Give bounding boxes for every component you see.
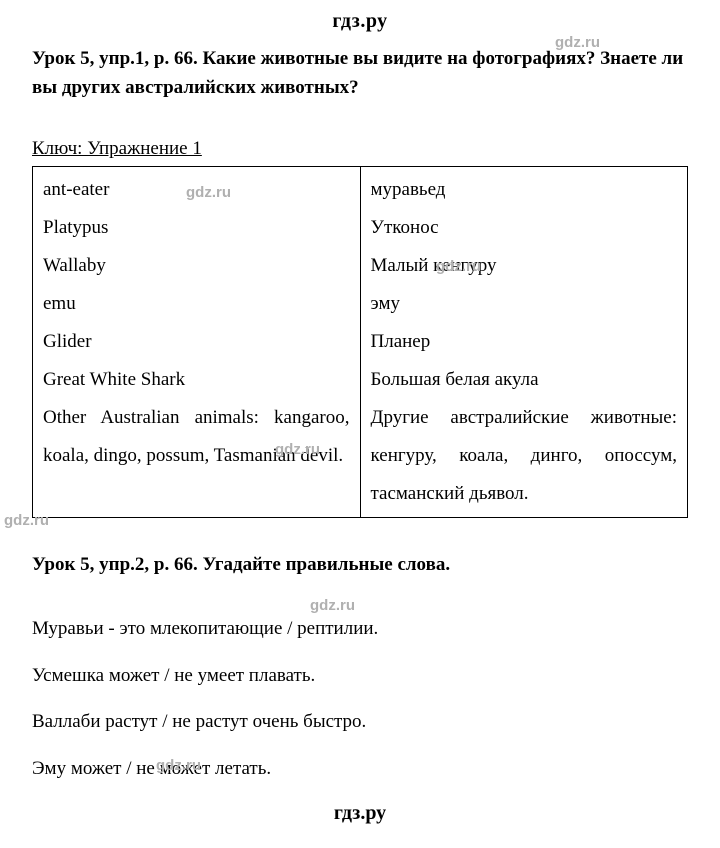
sentence-line: Муравьи - это млекопитающие / рептилии. bbox=[32, 616, 688, 643]
sentence-line: Усмешка может / не умеет плавать. bbox=[32, 663, 688, 690]
answer-key-label: Ключ: Упражнение 1 bbox=[32, 138, 688, 160]
vocab-cell-russian: муравьедУтконосМалый кенгуруэмуПланерБол… bbox=[360, 167, 688, 518]
vocab-table: ant-eaterPlatypusWallabyemuGliderGreat W… bbox=[32, 166, 688, 518]
exercise-1-title: Урок 5, упр.1, р. 66. Какие животные вы … bbox=[32, 45, 688, 102]
sentence-line: Эму может / не может летать. bbox=[32, 756, 688, 783]
site-brand-bottom: гдз.ру bbox=[32, 802, 688, 825]
site-brand-top: гдз.ру bbox=[32, 10, 688, 33]
table-row: ant-eaterPlatypusWallabyemuGliderGreat W… bbox=[33, 167, 688, 518]
sentence-line: Валлаби растут / не растут очень быстро. bbox=[32, 709, 688, 736]
vocab-cell-english: ant-eaterPlatypusWallabyemuGliderGreat W… bbox=[33, 167, 361, 518]
exercise-2-title: Урок 5, упр.2, р. 66. Угадайте правильны… bbox=[32, 554, 688, 576]
